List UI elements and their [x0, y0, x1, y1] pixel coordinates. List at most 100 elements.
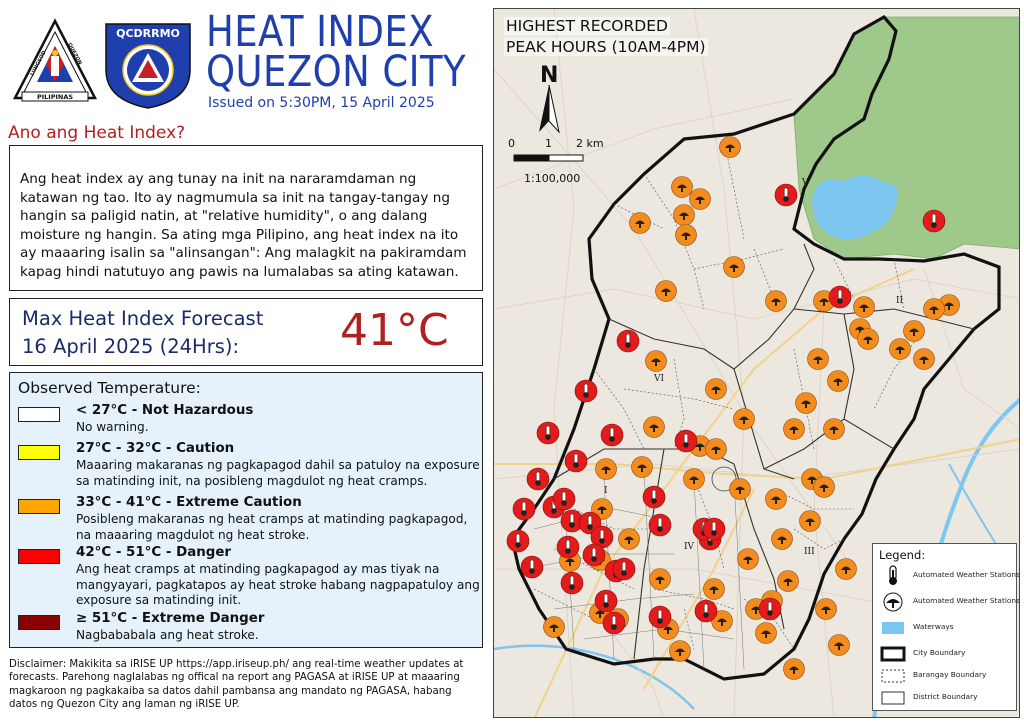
weather-station-marker-24[interactable] [813, 476, 835, 498]
weather-station-icon [735, 486, 745, 490]
north-label: N [540, 63, 559, 88]
weather-station-marker-11[interactable] [903, 320, 925, 342]
weather-station-marker-19[interactable] [733, 408, 755, 430]
weather-station-marker-55[interactable] [729, 478, 751, 500]
weather-station-icon-stem [805, 404, 807, 408]
thermometer-station-marker-30[interactable] [582, 543, 606, 567]
weather-station-icon [801, 400, 811, 404]
weather-station-marker-0[interactable] [719, 136, 741, 158]
weather-station-marker-50[interactable] [683, 468, 705, 490]
weather-station-icon [695, 443, 705, 447]
weather-station-icon [855, 326, 865, 330]
thermometer-station-marker-5[interactable] [536, 421, 560, 445]
weather-station-marker-54[interactable] [783, 418, 805, 440]
weather-station-marker-18[interactable] [827, 370, 849, 392]
thermometer-station-marker-31[interactable] [702, 517, 726, 541]
thermometer-icon-bulb [569, 522, 575, 528]
weather-station-marker-35[interactable] [669, 640, 691, 662]
thermometer-station-marker-0[interactable] [774, 183, 798, 207]
weather-station-marker-27[interactable] [595, 458, 617, 480]
weather-station-marker-34[interactable] [711, 610, 733, 632]
thermometer-station-marker-28[interactable] [512, 497, 536, 521]
thermometer-icon [569, 575, 575, 586]
weather-station-marker-25[interactable] [799, 510, 821, 532]
weather-station-icon-stem [655, 362, 657, 366]
weather-station-marker-37[interactable] [828, 634, 850, 656]
thermometer-station-marker-20[interactable] [594, 589, 618, 613]
weather-station-marker-43[interactable] [543, 616, 565, 638]
weather-station-marker-41[interactable] [643, 416, 665, 438]
thermometer-station-marker-24[interactable] [758, 597, 782, 621]
weather-station-marker-58[interactable] [771, 528, 793, 550]
thermometer-station-marker-7[interactable] [564, 449, 588, 473]
weather-station-marker-53[interactable] [923, 298, 945, 320]
weather-station-icon-stem [793, 430, 795, 434]
weather-station-marker-12[interactable] [889, 338, 911, 360]
thermometer-station-marker-15[interactable] [520, 555, 544, 579]
thermometer-station-marker-16[interactable] [556, 535, 580, 559]
reservoir [812, 175, 898, 240]
thermometer-icon-bulb [573, 462, 579, 468]
thermometer-station-marker-1[interactable] [922, 209, 946, 233]
weather-station-marker-45[interactable] [703, 578, 725, 600]
weather-station-marker-17[interactable] [795, 392, 817, 414]
weather-station-marker-8[interactable] [765, 290, 787, 312]
thermometer-station-marker-4[interactable] [574, 379, 598, 403]
weather-station-marker-7[interactable] [655, 280, 677, 302]
weather-station-marker-14[interactable] [645, 350, 667, 372]
weather-station-marker-4[interactable] [673, 204, 695, 226]
thermometer-station-marker-22[interactable] [648, 605, 672, 629]
weather-station-marker-1[interactable] [671, 176, 693, 198]
weather-station-marker-26[interactable] [737, 548, 759, 570]
weather-station-marker-5[interactable] [675, 224, 697, 246]
thermometer-station-marker-10[interactable] [642, 485, 666, 509]
weather-station-marker-3[interactable] [629, 212, 651, 234]
weather-station-marker-16[interactable] [807, 348, 829, 370]
weather-station-marker-48[interactable] [913, 348, 935, 370]
thermometer-station-marker-2[interactable] [828, 285, 852, 309]
weather-station-icon-stem [683, 216, 685, 220]
weather-station-marker-2[interactable] [689, 188, 711, 210]
thermometer-icon [569, 513, 575, 524]
legend-label: Automated Weather Stations [913, 596, 1020, 605]
thermometer-station-marker-25[interactable] [560, 571, 584, 595]
heat-index-map[interactable]: I II III IV V VI HIGHEST RECORDED PEAK H… [493, 8, 1020, 718]
thermometer-icon [521, 501, 527, 512]
district-boundary-icon [881, 691, 905, 705]
weather-station-marker-15[interactable] [705, 378, 727, 400]
weather-station-marker-32[interactable] [815, 598, 837, 620]
legend-item-district-boundary: District Boundary [879, 686, 1015, 710]
weather-station-icon-stem [811, 480, 813, 484]
weather-station-marker-52[interactable] [649, 568, 671, 590]
thermometer-station-marker-23[interactable] [694, 599, 718, 623]
weather-station-marker-59[interactable] [823, 418, 845, 440]
map-canvas[interactable]: I II III IV V VI [494, 9, 1020, 718]
weather-station-marker-56[interactable] [857, 328, 879, 350]
thermometer-station-marker-3[interactable] [616, 329, 640, 353]
weather-station-icon-stem [715, 450, 717, 454]
thermometer-icon [515, 533, 521, 544]
thermometer-station-marker-11[interactable] [560, 509, 584, 533]
weather-station-marker-10[interactable] [853, 296, 875, 318]
weather-station-marker-38[interactable] [705, 438, 727, 460]
thermometer-station-marker-17[interactable] [648, 513, 672, 537]
weather-station-marker-23[interactable] [765, 488, 787, 510]
swatch-not-hazardous [18, 407, 60, 422]
thermometer-station-marker-8[interactable] [526, 467, 550, 491]
weather-station-marker-30[interactable] [777, 570, 799, 592]
weather-station-marker-57[interactable] [631, 456, 653, 478]
legend-item-barangay-boundary: Barangay Boundary [879, 664, 1015, 688]
thermometer-station-marker-32[interactable] [552, 487, 576, 511]
thermometer-station-marker-6[interactable] [600, 423, 624, 447]
weather-station-marker-39[interactable] [618, 528, 640, 550]
thermometer-icon-bulb [837, 298, 843, 304]
weather-station-marker-36[interactable] [783, 658, 805, 680]
thermometer-station-marker-21[interactable] [602, 611, 626, 635]
weather-station-marker-6[interactable] [723, 256, 745, 278]
weather-station-marker-51[interactable] [835, 558, 857, 580]
thermometer-icon [599, 529, 605, 540]
thermometer-station-marker-9[interactable] [674, 429, 698, 453]
thermometer-station-marker-26[interactable] [612, 557, 636, 581]
weather-station-marker-33[interactable] [755, 622, 777, 644]
thermometer-station-marker-14[interactable] [506, 529, 530, 553]
